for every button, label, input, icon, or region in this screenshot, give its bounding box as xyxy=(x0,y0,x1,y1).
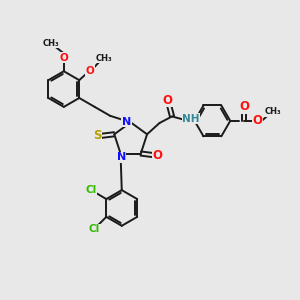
Text: Cl: Cl xyxy=(89,224,100,234)
Text: N: N xyxy=(122,117,131,127)
Text: NH: NH xyxy=(182,114,200,124)
Text: CH₃: CH₃ xyxy=(96,54,112,63)
Text: Cl: Cl xyxy=(85,184,97,194)
Text: CH₃: CH₃ xyxy=(264,107,281,116)
Text: O: O xyxy=(153,148,163,161)
Text: O: O xyxy=(85,66,94,76)
Text: S: S xyxy=(93,129,101,142)
Text: O: O xyxy=(239,100,249,113)
Text: O: O xyxy=(59,52,68,63)
Text: O: O xyxy=(163,94,172,107)
Text: CH₃: CH₃ xyxy=(42,39,59,48)
Text: N: N xyxy=(116,152,126,162)
Text: O: O xyxy=(253,114,262,128)
